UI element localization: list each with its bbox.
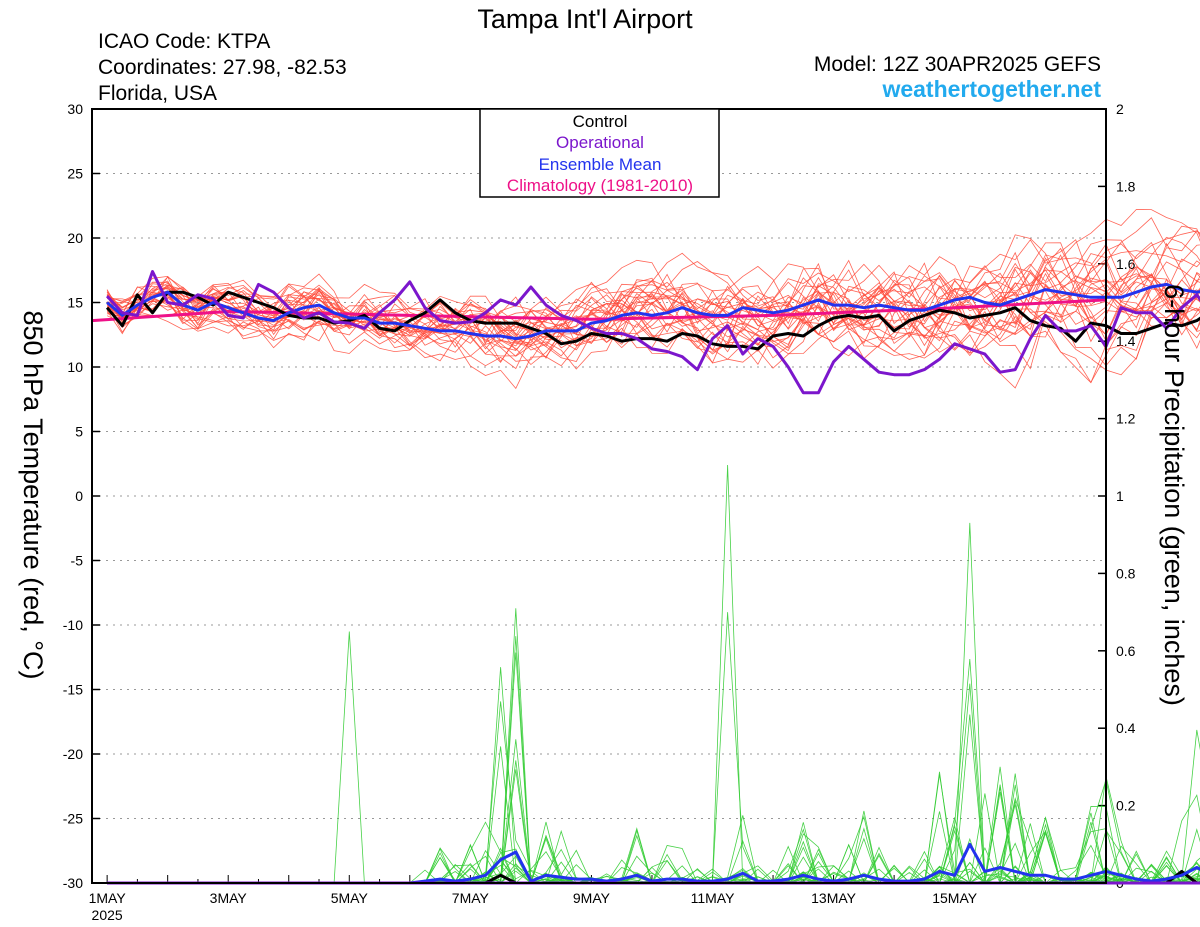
- temperature-member-line: [106, 267, 1200, 351]
- x-year-label: 2025: [92, 907, 123, 923]
- legend: Control Operational Ensemble Mean Climat…: [479, 108, 720, 198]
- precip-members: [107, 464, 1200, 885]
- axis-ticks: 302520151050-5-10-15-20-25-3021.81.61.41…: [63, 101, 1136, 923]
- x-tick-label: 15MAY: [932, 890, 978, 906]
- legend-ensemble-mean: Ensemble Mean: [539, 155, 662, 174]
- precip-member-line: [107, 608, 1200, 885]
- left-tick-label: -20: [63, 746, 83, 762]
- temperature-member-line: [106, 241, 1200, 354]
- left-tick-label: 0: [75, 488, 83, 504]
- temperature-member-line: [106, 236, 1200, 366]
- precip-member-line: [107, 739, 1200, 884]
- site-link[interactable]: weathertogether.net: [881, 76, 1101, 102]
- legend-operational: Operational: [556, 133, 644, 152]
- precip-member-line: [107, 612, 1200, 884]
- temperature-member-line: [106, 274, 1200, 376]
- precip-member-line: [107, 658, 1200, 884]
- left-tick-label: -5: [71, 553, 84, 569]
- icao-code: ICAO Code: KTPA: [98, 30, 270, 53]
- precip-member-line: [107, 784, 1200, 884]
- temperature-member-line: [106, 260, 1200, 356]
- left-tick-label: 20: [67, 230, 83, 246]
- precip-member-line: [107, 815, 1200, 884]
- x-tick-label: 3MAY: [210, 890, 248, 906]
- chart-title: Tampa Int'l Airport: [477, 4, 693, 34]
- temperature-climatology-1981-2010-line: [91, 298, 1107, 323]
- precip-member-line: [107, 522, 1200, 884]
- legend-climatology: Climatology (1981-2010): [507, 176, 693, 195]
- right-tick-label: 1.8: [1116, 178, 1136, 194]
- right-tick-label: 0.8: [1116, 565, 1136, 581]
- x-tick-label: 7MAY: [452, 890, 490, 906]
- grid-lines: [92, 173, 1106, 819]
- x-tick-label: 11MAY: [691, 890, 735, 906]
- x-tick-label: 13MAY: [811, 890, 857, 906]
- left-tick-label: -25: [63, 811, 83, 827]
- right-tick-label: 1.2: [1116, 411, 1136, 427]
- temperature-ensemble-mean-line: [106, 282, 1200, 341]
- precip-member-line: [107, 701, 1200, 884]
- left-tick-label: 10: [67, 359, 83, 375]
- left-tick-label: 15: [67, 295, 83, 311]
- right-tick-label: 0.4: [1116, 720, 1136, 736]
- temperature-members: [106, 209, 1200, 390]
- right-tick-label: 0.6: [1116, 643, 1136, 659]
- left-tick-label: 30: [67, 101, 83, 117]
- region: Florida, USA: [98, 82, 217, 105]
- precip-member-line: [107, 464, 1200, 884]
- x-tick-label: 5MAY: [331, 890, 369, 906]
- right-tick-label: 2: [1116, 101, 1124, 117]
- right-tick-label: 0.2: [1116, 798, 1136, 814]
- precip-member-line: [107, 784, 1200, 884]
- x-tick-label: 1MAY: [89, 890, 127, 906]
- legend-box: [479, 108, 720, 198]
- temperature-member-line: [106, 230, 1200, 360]
- left-tick-label: 5: [75, 424, 83, 440]
- right-tick-label: 1: [1116, 488, 1124, 504]
- temperature-member-line: [106, 239, 1200, 367]
- precip-member-line: [107, 652, 1200, 884]
- legend-control: Control: [573, 112, 628, 131]
- precip-member-line: [107, 797, 1200, 884]
- temperature-member-line: [106, 254, 1200, 390]
- y-axis-right-label: 6-hour Precipitation (green, inches): [1159, 284, 1189, 706]
- coordinates: Coordinates: 27.98, -82.53: [98, 56, 347, 79]
- left-tick-label: -30: [63, 875, 83, 891]
- left-tick-label: -15: [63, 682, 83, 698]
- y-axis-left-label: 850 hPa Temperature (red, °C): [18, 311, 48, 680]
- left-tick-label: -10: [63, 617, 83, 633]
- model-run: Model: 12Z 30APR2025 GEFS: [814, 53, 1101, 76]
- temperature-operational-line: [105, 270, 1200, 395]
- left-tick-label: 25: [67, 166, 83, 182]
- x-tick-label: 9MAY: [573, 890, 611, 906]
